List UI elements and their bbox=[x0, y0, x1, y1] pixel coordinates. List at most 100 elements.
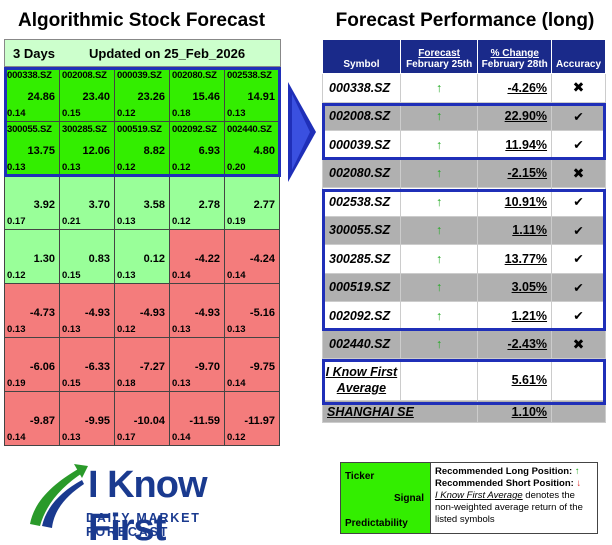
cell-ticker: 300055.SZ bbox=[7, 124, 52, 135]
cell-signal: -6.06 bbox=[29, 361, 55, 373]
table-row: 000338.SZ ↑ -4.26% ✖ bbox=[322, 73, 606, 103]
cross-icon: ✖ bbox=[551, 329, 606, 359]
cell-signal: 0.83 bbox=[88, 253, 110, 265]
heatmap-cell: 0.83 0.15 bbox=[60, 230, 115, 284]
heatmap-cell: 002440.SZ 4.80 0.20 bbox=[225, 122, 280, 176]
cell-predictability: 0.14 bbox=[227, 270, 246, 281]
heatmap-cell: -5.16 0.13 bbox=[225, 284, 280, 338]
row-symbol: 300055.SZ bbox=[322, 215, 401, 245]
horizon-label: 3 Days bbox=[13, 45, 55, 61]
heatmap-cell: -4.93 0.13 bbox=[170, 284, 225, 338]
cell-signal: 0.12 bbox=[143, 253, 165, 265]
right-title: Forecast Performance (long) bbox=[335, 10, 595, 31]
cell-predictability: 0.13 bbox=[62, 162, 81, 173]
heatmap-cell: 002080.SZ 15.46 0.18 bbox=[170, 68, 225, 122]
cell-signal: -9.87 bbox=[29, 415, 55, 427]
row-symbol: 002538.SZ bbox=[322, 187, 401, 217]
cell-predictability: 0.14 bbox=[172, 270, 191, 281]
legend-short: Recommended Short Position: bbox=[435, 478, 574, 489]
cell-predictability: 0.12 bbox=[117, 108, 136, 119]
logo-tagline: DAILY MARKET FORECAST bbox=[86, 511, 201, 539]
row-change: 10.91% bbox=[477, 187, 553, 217]
heatmap-cell: 1.30 0.12 bbox=[5, 230, 60, 284]
cell-ticker: 002080.SZ bbox=[172, 70, 217, 81]
cell-predictability: 0.18 bbox=[117, 378, 136, 389]
legend-avg-name: I Know First Average bbox=[435, 490, 523, 501]
table-row: 002080.SZ ↑ -2.15% ✖ bbox=[322, 158, 606, 188]
row-change: 22.90% bbox=[477, 101, 553, 131]
table-row: 002440.SZ ↑ -2.43% ✖ bbox=[322, 329, 606, 359]
cell-signal: 6.93 bbox=[198, 145, 220, 157]
col-change-date: February 28th bbox=[481, 59, 548, 70]
heatmap-cell: 002538.SZ 14.91 0.13 bbox=[225, 68, 280, 122]
up-arrow-icon: ↑ bbox=[399, 101, 479, 131]
cell-predictability: 0.14 bbox=[172, 432, 191, 443]
cell-ticker: 002440.SZ bbox=[227, 124, 272, 135]
cell-signal: 1.30 bbox=[33, 253, 55, 265]
heatmap-cell: -7.27 0.18 bbox=[115, 338, 170, 392]
cross-icon: ✖ bbox=[551, 73, 606, 103]
legend-ticker: Ticker bbox=[345, 471, 375, 482]
cell-predictability: 0.20 bbox=[227, 162, 246, 173]
cell-signal: 24.86 bbox=[27, 91, 55, 103]
heatmap-cell: -4.93 0.12 bbox=[115, 284, 170, 338]
cell-signal: 23.40 bbox=[82, 91, 110, 103]
up-arrow-icon: ↑ bbox=[399, 73, 479, 103]
legend-signal: Signal bbox=[393, 493, 424, 504]
cell-predictability: 0.13 bbox=[7, 162, 26, 173]
cell-predictability: 0.14 bbox=[7, 432, 26, 443]
cell-ticker: 000519.SZ bbox=[117, 124, 162, 135]
cell-predictability: 0.12 bbox=[172, 162, 191, 173]
cell-predictability: 0.17 bbox=[7, 216, 26, 227]
row-symbol: 000519.SZ bbox=[322, 272, 401, 302]
heatmap-cell: -4.73 0.13 bbox=[5, 284, 60, 338]
row-change: 1.21% bbox=[477, 301, 553, 331]
cell-predictability: 0.13 bbox=[227, 108, 246, 119]
heatmap-cell: 002092.SZ 6.93 0.12 bbox=[170, 122, 225, 176]
cell-signal: 14.91 bbox=[247, 91, 275, 103]
cell-predictability: 0.15 bbox=[62, 378, 81, 389]
row-change: 1.11% bbox=[477, 215, 553, 245]
performance-table: Symbol Forecast February 25th % Change Feb… bbox=[321, 39, 606, 423]
row-change: 11.94% bbox=[477, 130, 553, 160]
up-arrow-icon: ↑ bbox=[399, 272, 479, 302]
cell-signal: 12.06 bbox=[82, 145, 110, 157]
cell-ticker: 000039.SZ bbox=[117, 70, 162, 81]
cell-ticker: 002538.SZ bbox=[227, 70, 272, 81]
cell-predictability: 0.19 bbox=[227, 216, 246, 227]
heatmap-cell: 2.78 0.12 bbox=[170, 176, 225, 230]
benchmark-row: SHANGHAI SE 1.10% bbox=[321, 400, 606, 423]
heatmap-cell: -9.87 0.14 bbox=[5, 392, 60, 446]
row-change: 3.05% bbox=[477, 272, 553, 302]
heatmap-cell: 300285.SZ 12.06 0.13 bbox=[60, 122, 115, 176]
row-symbol: 002080.SZ bbox=[322, 158, 401, 188]
heatmap-cell: 300055.SZ 13.75 0.13 bbox=[5, 122, 60, 176]
heatmap-cell: 000039.SZ 23.26 0.12 bbox=[115, 68, 170, 122]
cell-predictability: 0.13 bbox=[172, 324, 191, 335]
up-arrow-icon: ↑ bbox=[399, 158, 479, 188]
table-row: 002092.SZ ↑ 1.21% ✔ bbox=[322, 301, 606, 331]
row-symbol: 002440.SZ bbox=[322, 329, 401, 359]
table-row: 000039.SZ ↑ 11.94% ✔ bbox=[322, 130, 606, 160]
updated-label: Updated on 25_Feb_2026 bbox=[89, 45, 246, 61]
cell-signal: -9.75 bbox=[249, 361, 275, 373]
heatmap-grid: 000338.SZ 24.86 0.14 002008.SZ 23.40 0.15 0000… bbox=[4, 67, 281, 446]
checkmark-icon: ✔ bbox=[551, 215, 606, 245]
company-logo: I Know First DAILY MARKET FORECAST bbox=[22, 458, 272, 545]
cell-signal: -11.59 bbox=[189, 415, 220, 427]
cell-predictability: 0.13 bbox=[62, 432, 81, 443]
cell-signal: 2.77 bbox=[253, 199, 275, 211]
legend-long: Recommended Long Position: bbox=[435, 466, 573, 477]
col-change-title: % Change bbox=[490, 48, 539, 59]
table-row: 000519.SZ ↑ 3.05% ✔ bbox=[322, 272, 606, 302]
checkmark-icon: ✔ bbox=[551, 187, 606, 217]
checkmark-icon: ✔ bbox=[551, 101, 606, 131]
up-arrow-icon: ↑ bbox=[399, 244, 479, 274]
legend-box: Ticker Signal Predictability Recommended… bbox=[340, 462, 598, 534]
up-arrow-icon: ↑ bbox=[399, 301, 479, 331]
cell-predictability: 0.13 bbox=[7, 324, 26, 335]
cross-icon: ✖ bbox=[551, 158, 606, 188]
arrow-right-icon bbox=[288, 82, 316, 182]
heatmap-cell: -4.93 0.13 bbox=[60, 284, 115, 338]
checkmark-icon: ✔ bbox=[551, 301, 606, 331]
